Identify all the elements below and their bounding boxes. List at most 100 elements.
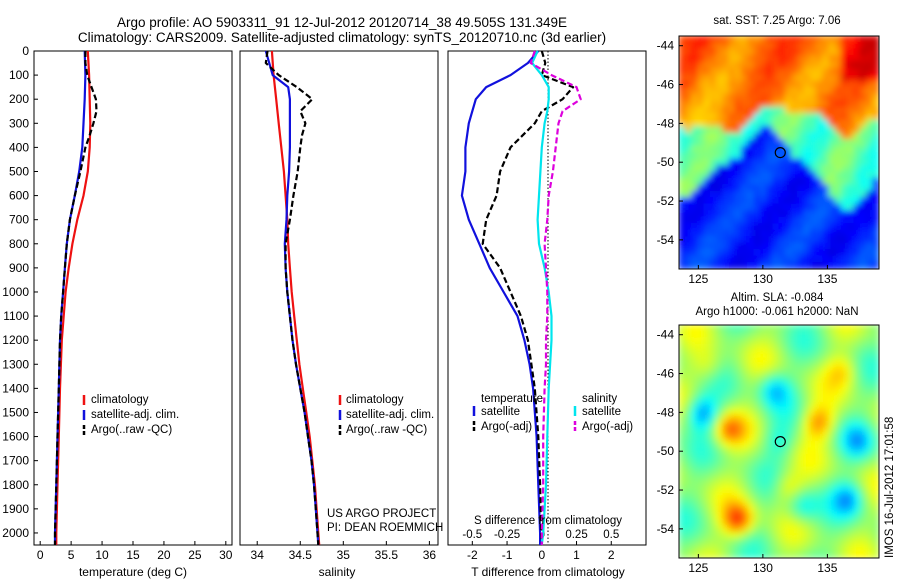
difference-profiles	[460, 50, 582, 546]
difference-panel: -2 -1 0 1 2-0.5 -0.25 0 0.25 0.5 S difference fr…	[447, 50, 647, 579]
y-tick-label: -50	[657, 155, 675, 169]
x-tick-label: 10	[95, 548, 109, 562]
depth-tick-label: 900	[9, 261, 29, 275]
salinity-axes-box	[239, 50, 439, 546]
x-tick-label: 36	[423, 548, 437, 562]
sla-map: Altim. SLA: -0.084 Argo h1000: -0.061 h2…	[657, 292, 880, 575]
x-tick-label: 35.5	[375, 548, 399, 562]
sla-map-frame	[678, 324, 880, 559]
s-tick-label: -0.25	[494, 529, 520, 541]
depth-tick-label: 1100	[3, 309, 29, 323]
x-tick-label: 1	[573, 548, 580, 562]
sla-map-title-2: Argo h1000: -0.061 h2000: NaN	[695, 306, 858, 318]
y-tick-label: -46	[657, 78, 675, 92]
legend-t-satellite: satellite	[481, 406, 520, 418]
legend-salinity-title: salinity	[582, 393, 617, 405]
x-tick-label: 125	[688, 272, 708, 286]
series-climatology	[55, 50, 92, 545]
title-line-1: Argo profile: AO 5903311_91 12-Jul-2012 …	[117, 15, 567, 30]
legend-s-satellite: satellite	[582, 406, 621, 418]
depth-tick-label: 1500	[2, 405, 29, 419]
series-temperature-argo-adj-	[481, 50, 575, 546]
depth-tick-label: 700	[9, 213, 29, 227]
legend-t-argo: Argo(-adj)	[481, 421, 532, 433]
depth-tick-label: 500	[9, 164, 29, 178]
depth-tick-label: 100	[9, 68, 29, 82]
y-tick-label: -48	[657, 405, 675, 419]
x-tick-label: 130	[753, 561, 773, 575]
temperature-panel: 0100200300400500600700800900100011001200…	[2, 44, 233, 579]
sla-map-title-1: Altim. SLA: -0.084	[731, 292, 824, 304]
legend-argo: Argo(..raw -QC)	[346, 424, 427, 436]
x-tick-label: 20	[157, 548, 171, 562]
x-tick-label: 30	[219, 548, 233, 562]
salinity-panel: 34 34.5 35 35.5 36 salinity climatology sate…	[239, 50, 443, 579]
difference-legend: temperature salinity satellite Argo(-adj…	[472, 393, 633, 433]
title-line-2: Climatology: CARS2009. Satellite-adjuste…	[78, 30, 606, 45]
argo-location-marker	[774, 146, 786, 159]
x-tick-label: 34.5	[289, 548, 313, 562]
series-temperature-satellite	[460, 50, 542, 545]
x-tick-label: -2	[467, 548, 478, 562]
y-tick-label: -52	[657, 194, 675, 208]
credit-project: US ARGO PROJECT	[327, 508, 436, 520]
depth-tick-label: 1300	[2, 357, 29, 371]
depth-tick-label: 1800	[2, 478, 29, 492]
x-tick-label: 130	[753, 272, 773, 286]
y-tick-label: -54	[657, 522, 675, 536]
y-tick-label: -54	[657, 233, 675, 247]
depth-tick-label: 1900	[2, 502, 29, 516]
depth-tick-labels: 0 100 200 300 400 500 600 700 800 900 1000 1100 1200…	[2, 44, 38, 540]
series-argo-raw-qc	[264, 50, 320, 546]
sst-map-title: sat. SST: 7.25 Argo: 7.06	[713, 15, 840, 27]
s-tick-label: 0.5	[603, 529, 619, 541]
depth-tick-label: 400	[9, 140, 29, 154]
legend-argo: Argo(..raw -QC)	[91, 424, 172, 436]
x-tick-label: -1	[502, 548, 513, 562]
series-salinity-argo-adj-	[529, 50, 582, 545]
sla-map-ticks: -44 -46 -48 -50 -52 -54 125 130 135	[657, 328, 838, 575]
x-tick-label: 15	[126, 548, 140, 562]
argo-location-marker	[774, 435, 786, 448]
depth-tick-label: 600	[9, 189, 29, 203]
temperature-axes-box	[33, 50, 233, 546]
y-tick-label: -50	[657, 444, 675, 458]
x-tick-label: 34	[251, 548, 265, 562]
difference-x-label: T difference from climatology	[471, 565, 625, 579]
x-tick-label: 35	[337, 548, 351, 562]
y-tick-label: -46	[657, 367, 675, 381]
y-tick-label: -44	[657, 328, 675, 342]
y-tick-label: -44	[657, 39, 675, 53]
temperature-x-label: temperature (deg C)	[79, 565, 187, 579]
temperature-x-ticks: 0 5 10 15 20 25 30	[37, 541, 233, 562]
sst-map: sat. SST: 7.25 Argo: 7.06 -44 -46 -48 -50 -5…	[657, 15, 880, 286]
x-tick-label: 2	[608, 548, 615, 562]
depth-tick-label: 2000	[2, 526, 29, 540]
series-salinity-satellite	[530, 50, 553, 546]
depth-tick-label: 1200	[2, 333, 29, 347]
depth-tick-label: 300	[9, 116, 29, 130]
salinity-legend: climatology satellite-adj. clim. Argo(..…	[338, 394, 434, 436]
y-tick-label: -48	[657, 116, 675, 130]
temperature-legend: climatology satellite-adj. clim. Argo(..…	[82, 394, 179, 436]
depth-tick-label: 1000	[2, 285, 29, 299]
s-tick-label: -0.5	[462, 529, 482, 541]
temperature-profiles	[53, 50, 98, 545]
difference-x-ticks: -2 -1 0 1 2-0.5 -0.25 0 0.25 0.5	[462, 529, 619, 562]
salinity-x-ticks: 34 34.5 35 35.5 36	[251, 541, 437, 562]
x-tick-label: 125	[688, 561, 708, 575]
x-tick-label: 0	[538, 548, 545, 562]
salinity-x-label: salinity	[319, 565, 356, 579]
depth-tick-label: 0	[22, 44, 29, 58]
depth-tick-label: 1600	[2, 430, 29, 444]
legend-satellite: satellite-adj. clim.	[346, 409, 434, 421]
s-tick-label: 0.25	[565, 529, 587, 541]
credit-pi: PI: DEAN ROEMMICH	[327, 522, 443, 534]
x-tick-label: 5	[68, 548, 75, 562]
legend-climatology: climatology	[346, 394, 404, 406]
sst-map-frame	[678, 35, 880, 270]
depth-tick-label: 1400	[2, 381, 29, 395]
x-tick-label: 25	[188, 548, 202, 562]
depth-tick-label: 800	[9, 237, 29, 251]
